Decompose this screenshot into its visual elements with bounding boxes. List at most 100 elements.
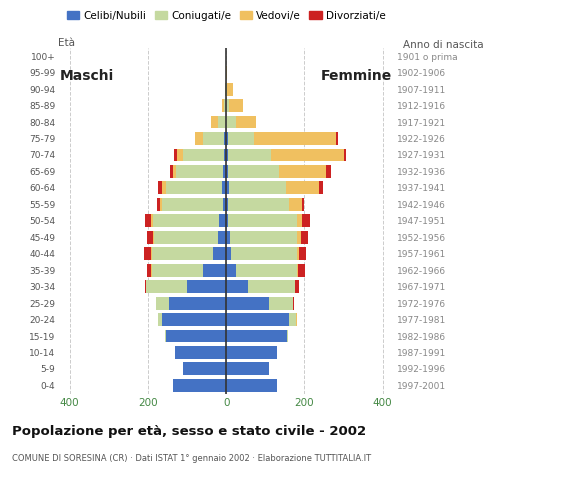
Bar [157, 198, 161, 211]
Bar [226, 313, 289, 326]
Bar [211, 116, 219, 129]
Text: Femmine: Femmine [321, 69, 393, 83]
Bar [296, 313, 298, 326]
Bar [226, 346, 277, 359]
Bar [154, 231, 219, 244]
Bar [226, 297, 269, 310]
Bar [219, 215, 226, 227]
Bar [156, 297, 169, 310]
Bar [226, 330, 287, 342]
Bar [158, 181, 162, 194]
Bar [219, 231, 226, 244]
Bar [219, 116, 226, 129]
Bar [145, 280, 146, 293]
Bar [195, 132, 203, 145]
Bar [212, 247, 226, 260]
Bar [224, 132, 226, 145]
Bar [253, 132, 336, 145]
Bar [153, 215, 219, 227]
Bar [169, 297, 226, 310]
Bar [320, 181, 323, 194]
Bar [303, 198, 304, 211]
Bar [226, 247, 231, 260]
Bar [227, 83, 233, 96]
Bar [224, 148, 226, 161]
Bar [174, 148, 177, 161]
Bar [222, 99, 224, 112]
Bar [336, 132, 338, 145]
Bar [226, 132, 228, 145]
Bar [146, 280, 187, 293]
Bar [271, 148, 343, 161]
Bar [175, 346, 226, 359]
Text: Anno di nascita: Anno di nascita [403, 40, 484, 50]
Bar [231, 247, 298, 260]
Bar [228, 198, 289, 211]
Bar [173, 165, 176, 178]
Bar [226, 280, 248, 293]
Text: Età: Età [58, 38, 75, 48]
Bar [226, 264, 236, 276]
Bar [229, 181, 286, 194]
Bar [295, 280, 299, 293]
Bar [226, 99, 229, 112]
Bar [162, 313, 226, 326]
Text: Maschi: Maschi [60, 69, 114, 83]
Bar [183, 362, 226, 375]
Bar [236, 264, 296, 276]
Bar [165, 330, 226, 342]
Bar [144, 247, 151, 260]
Bar [228, 148, 271, 161]
Bar [228, 165, 279, 178]
Bar [223, 198, 226, 211]
Bar [298, 264, 305, 276]
Bar [293, 297, 294, 310]
Bar [226, 181, 229, 194]
Bar [226, 198, 228, 211]
Bar [223, 165, 226, 178]
Bar [173, 379, 226, 392]
Bar [187, 280, 226, 293]
Bar [226, 116, 236, 129]
Bar [176, 165, 223, 178]
Bar [279, 165, 326, 178]
Bar [165, 181, 222, 194]
Bar [170, 165, 173, 178]
Bar [152, 247, 212, 260]
Bar [158, 313, 162, 326]
Bar [287, 330, 288, 342]
Bar [230, 231, 296, 244]
Bar [147, 231, 153, 244]
Bar [226, 379, 277, 392]
Bar [289, 313, 296, 326]
Bar [226, 362, 269, 375]
Bar [162, 181, 165, 194]
Bar [296, 215, 303, 227]
Text: Popolazione per età, sesso e stato civile - 2002: Popolazione per età, sesso e stato civil… [12, 425, 366, 438]
Bar [147, 264, 151, 276]
Bar [303, 215, 310, 227]
Bar [224, 99, 226, 112]
Bar [145, 215, 151, 227]
Bar [226, 66, 227, 79]
Bar [248, 280, 295, 293]
Bar [296, 231, 300, 244]
Bar [151, 247, 152, 260]
Bar [236, 116, 256, 129]
Bar [162, 198, 223, 211]
Legend: Celibi/Nubili, Coniugati/e, Vedovi/e, Divorziati/e: Celibi/Nubili, Coniugati/e, Vedovi/e, Di… [63, 7, 390, 25]
Bar [229, 99, 243, 112]
Bar [326, 165, 331, 178]
Bar [151, 264, 152, 276]
Bar [226, 148, 228, 161]
Bar [286, 181, 320, 194]
Bar [151, 215, 153, 227]
Bar [226, 215, 228, 227]
Bar [183, 148, 224, 161]
Bar [226, 231, 230, 244]
Bar [289, 198, 303, 211]
Bar [226, 165, 228, 178]
Bar [298, 247, 299, 260]
Bar [224, 83, 226, 96]
Text: COMUNE DI SORESINA (CR) · Dati ISTAT 1° gennaio 2002 · Elaborazione TUTTITALIA.I: COMUNE DI SORESINA (CR) · Dati ISTAT 1° … [12, 454, 371, 463]
